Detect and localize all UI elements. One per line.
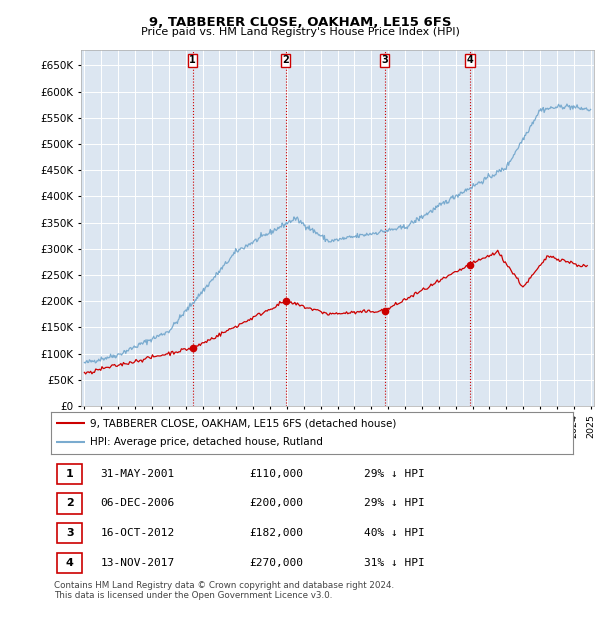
Text: £270,000: £270,000 bbox=[250, 558, 304, 568]
Text: 31% ↓ HPI: 31% ↓ HPI bbox=[364, 558, 425, 568]
FancyBboxPatch shape bbox=[57, 464, 82, 484]
FancyBboxPatch shape bbox=[57, 494, 82, 513]
Text: 4: 4 bbox=[66, 558, 74, 568]
Text: 1: 1 bbox=[66, 469, 74, 479]
Text: 40% ↓ HPI: 40% ↓ HPI bbox=[364, 528, 425, 538]
Text: 13-NOV-2017: 13-NOV-2017 bbox=[101, 558, 175, 568]
Text: £200,000: £200,000 bbox=[250, 498, 304, 508]
Text: 9, TABBERER CLOSE, OAKHAM, LE15 6FS: 9, TABBERER CLOSE, OAKHAM, LE15 6FS bbox=[149, 16, 451, 29]
Text: 2: 2 bbox=[282, 55, 289, 65]
Text: 4: 4 bbox=[467, 55, 473, 65]
Text: 3: 3 bbox=[66, 528, 74, 538]
FancyBboxPatch shape bbox=[57, 523, 82, 543]
Text: 2: 2 bbox=[66, 498, 74, 508]
Text: 9, TABBERER CLOSE, OAKHAM, LE15 6FS (detached house): 9, TABBERER CLOSE, OAKHAM, LE15 6FS (det… bbox=[90, 418, 397, 428]
Text: Contains HM Land Registry data © Crown copyright and database right 2024.
This d: Contains HM Land Registry data © Crown c… bbox=[54, 581, 394, 600]
Text: HPI: Average price, detached house, Rutland: HPI: Average price, detached house, Rutl… bbox=[90, 438, 323, 448]
Text: £110,000: £110,000 bbox=[250, 469, 304, 479]
Text: 29% ↓ HPI: 29% ↓ HPI bbox=[364, 469, 425, 479]
Text: £182,000: £182,000 bbox=[250, 528, 304, 538]
Text: 29% ↓ HPI: 29% ↓ HPI bbox=[364, 498, 425, 508]
Text: 31-MAY-2001: 31-MAY-2001 bbox=[101, 469, 175, 479]
FancyBboxPatch shape bbox=[57, 553, 82, 573]
Text: 1: 1 bbox=[189, 55, 196, 65]
Text: 06-DEC-2006: 06-DEC-2006 bbox=[101, 498, 175, 508]
Text: 3: 3 bbox=[381, 55, 388, 65]
Text: Price paid vs. HM Land Registry's House Price Index (HPI): Price paid vs. HM Land Registry's House … bbox=[140, 27, 460, 37]
Text: 16-OCT-2012: 16-OCT-2012 bbox=[101, 528, 175, 538]
